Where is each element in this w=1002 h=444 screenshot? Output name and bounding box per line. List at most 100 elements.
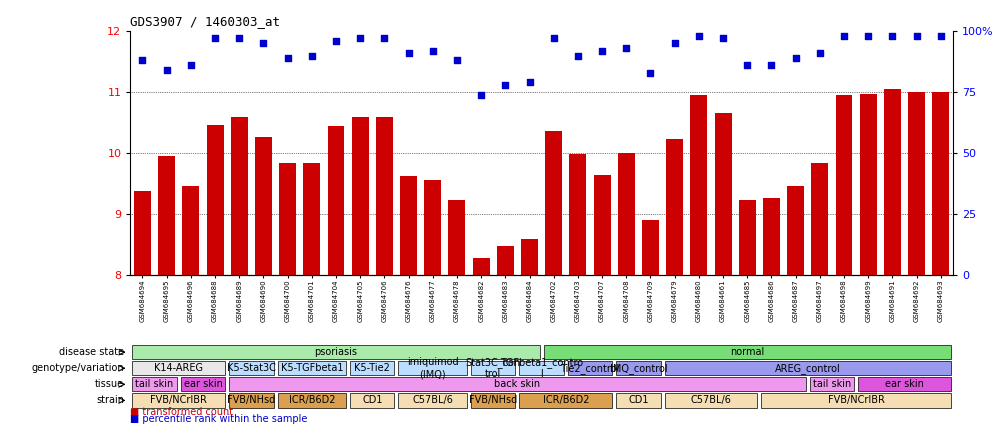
- Bar: [134, 191, 150, 444]
- Point: [328, 37, 344, 44]
- Text: imiquimod
(IMQ): imiquimod (IMQ): [407, 357, 458, 379]
- Bar: [521, 239, 537, 444]
- Bar: [835, 95, 852, 444]
- Bar: [376, 117, 393, 444]
- Bar: [279, 163, 296, 444]
- Text: Stat3C_con
trol: Stat3C_con trol: [465, 357, 520, 380]
- Bar: [811, 163, 828, 444]
- Text: psoriasis: psoriasis: [315, 347, 357, 357]
- Point: [545, 35, 561, 42]
- Text: genotype/variation: genotype/variation: [32, 363, 124, 373]
- Bar: [206, 125, 223, 444]
- Point: [763, 62, 779, 69]
- Text: ICR/B6D2: ICR/B6D2: [542, 396, 588, 405]
- Bar: [424, 180, 441, 444]
- Bar: [400, 176, 417, 444]
- Text: strain: strain: [96, 396, 124, 405]
- Text: ■ percentile rank within the sample: ■ percentile rank within the sample: [130, 414, 308, 424]
- Bar: [738, 200, 755, 444]
- Point: [617, 44, 633, 52]
- Point: [835, 32, 851, 40]
- Point: [158, 67, 174, 74]
- Point: [449, 57, 465, 64]
- Text: K5-Tie2: K5-Tie2: [354, 363, 390, 373]
- Point: [231, 35, 247, 42]
- Text: K5-Stat3C: K5-Stat3C: [226, 363, 276, 373]
- Text: FVB/NCrIBR: FVB/NCrIBR: [150, 396, 207, 405]
- Text: tail skin: tail skin: [812, 379, 850, 389]
- Bar: [182, 186, 199, 444]
- Text: ear skin: ear skin: [183, 379, 222, 389]
- Text: AREG_control: AREG_control: [775, 363, 840, 374]
- Text: normal: normal: [729, 347, 764, 357]
- Bar: [496, 246, 513, 444]
- Point: [569, 52, 585, 59]
- Bar: [303, 163, 320, 444]
- Point: [860, 32, 876, 40]
- Text: ear skin: ear skin: [884, 379, 923, 389]
- Point: [642, 69, 658, 76]
- Point: [811, 49, 827, 56]
- Point: [134, 57, 150, 64]
- Bar: [763, 198, 780, 444]
- Text: IMQ_control: IMQ_control: [609, 363, 666, 374]
- Bar: [931, 91, 948, 444]
- Text: K14-AREG: K14-AREG: [154, 363, 203, 373]
- Point: [424, 47, 440, 54]
- Text: tissue: tissue: [95, 379, 124, 389]
- Text: K5-TGFbeta1: K5-TGFbeta1: [281, 363, 343, 373]
- Bar: [907, 91, 924, 444]
- Bar: [328, 127, 344, 444]
- Bar: [713, 114, 730, 444]
- Bar: [689, 95, 706, 444]
- Bar: [617, 153, 634, 444]
- Point: [352, 35, 368, 42]
- Point: [932, 32, 948, 40]
- Text: Tie2_control: Tie2_control: [560, 363, 619, 374]
- Point: [206, 35, 222, 42]
- Point: [690, 32, 706, 40]
- Bar: [230, 117, 247, 444]
- Bar: [352, 117, 369, 444]
- Text: back skin: back skin: [494, 379, 540, 389]
- Point: [376, 35, 392, 42]
- Text: CD1: CD1: [362, 396, 382, 405]
- Text: FVB/NHsd: FVB/NHsd: [227, 396, 276, 405]
- Text: disease state: disease state: [59, 347, 124, 357]
- Point: [304, 52, 320, 59]
- Point: [497, 81, 513, 88]
- Point: [521, 79, 537, 86]
- Bar: [448, 200, 465, 444]
- Point: [400, 49, 416, 56]
- Point: [738, 62, 755, 69]
- Text: tail skin: tail skin: [135, 379, 173, 389]
- Bar: [569, 154, 586, 444]
- Bar: [255, 137, 272, 444]
- Text: C57BL/6: C57BL/6: [412, 396, 453, 405]
- Point: [787, 54, 803, 61]
- Text: FVB/NCrIBR: FVB/NCrIBR: [827, 396, 884, 405]
- Text: FVB/NHsd: FVB/NHsd: [469, 396, 517, 405]
- Bar: [472, 258, 489, 444]
- Point: [256, 40, 272, 47]
- Point: [473, 91, 489, 98]
- Point: [884, 32, 900, 40]
- Text: ICR/B6D2: ICR/B6D2: [289, 396, 335, 405]
- Point: [280, 54, 296, 61]
- Point: [908, 32, 924, 40]
- Bar: [593, 174, 610, 444]
- Bar: [545, 131, 561, 444]
- Point: [182, 62, 198, 69]
- Bar: [641, 220, 658, 444]
- Bar: [158, 155, 175, 444]
- Text: ■ transformed count: ■ transformed count: [130, 407, 233, 417]
- Text: TGFbeta1_contro
l: TGFbeta1_contro l: [500, 357, 582, 380]
- Text: GDS3907 / 1460303_at: GDS3907 / 1460303_at: [130, 16, 281, 28]
- Text: CD1: CD1: [627, 396, 648, 405]
- Bar: [787, 186, 804, 444]
- Bar: [859, 94, 876, 444]
- Bar: [665, 139, 682, 444]
- Point: [666, 40, 682, 47]
- Point: [593, 47, 609, 54]
- Point: [714, 35, 730, 42]
